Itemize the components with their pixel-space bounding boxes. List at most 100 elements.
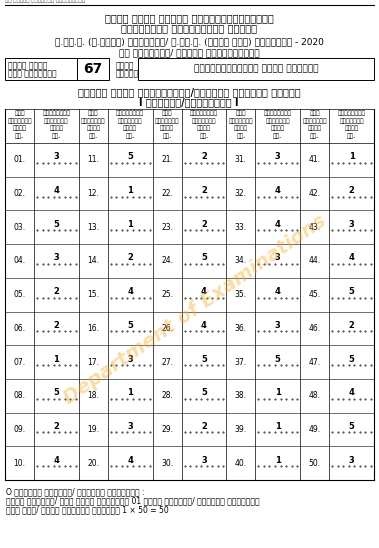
Text: 4: 4: [127, 287, 133, 296]
Text: 3: 3: [275, 152, 281, 161]
Text: 3: 3: [349, 220, 354, 229]
Text: 19.: 19.: [87, 425, 99, 434]
Text: 5: 5: [349, 422, 354, 431]
Text: විදා: විදා: [86, 125, 100, 131]
Text: 06.: 06.: [13, 324, 25, 333]
Text: ඉල.: ඉල.: [310, 133, 319, 139]
Text: 10.: 10.: [14, 459, 25, 467]
Text: 1: 1: [275, 388, 281, 397]
Text: 16.: 16.: [87, 324, 99, 333]
Text: 20.: 20.: [87, 459, 99, 467]
Text: ඉල.: ඉල.: [273, 133, 282, 139]
Text: විදා: විදා: [49, 125, 63, 131]
Text: 41.: 41.: [309, 155, 321, 164]
Text: 25.: 25.: [161, 290, 173, 299]
Text: ඉල.: ඉල.: [15, 133, 24, 139]
Text: ಫාටම්: ಫාටම්: [116, 69, 139, 78]
Text: සිළ්හුර්: සිළ්හුර්: [42, 111, 70, 116]
Text: 2: 2: [127, 254, 133, 262]
Text: ඉල.: ඉල.: [52, 133, 61, 139]
Text: ළයනය: ළයනය: [116, 61, 135, 70]
Text: 04.: 04.: [13, 256, 25, 265]
Text: 5: 5: [201, 388, 207, 397]
Text: 28.: 28.: [161, 391, 173, 400]
Text: 11.: 11.: [87, 155, 99, 164]
Text: ඉල.: ඉල.: [125, 133, 135, 139]
Text: ුනා: ුනා: [236, 111, 246, 116]
Text: 2: 2: [53, 321, 60, 330]
Text: සිළ්හුර්: සිළ්හුර්: [116, 111, 144, 116]
Text: 40.: 40.: [235, 459, 247, 467]
Text: ඉල.: ඉල.: [347, 133, 356, 139]
Text: 2: 2: [349, 186, 354, 195]
Text: ශහ නිසිසේ/ ಫුතිය ಫාටත්තිටම්: ශහ නිසිසේ/ ಫුතිය ಫාටත්තිටම්: [119, 48, 259, 57]
Text: 5: 5: [127, 152, 133, 161]
Text: 5: 5: [201, 355, 207, 363]
Text: විදා: විදා: [160, 125, 174, 131]
Text: 32.: 32.: [235, 189, 247, 198]
Bar: [138, 58, 374, 80]
Text: 17.: 17.: [87, 357, 99, 367]
Text: 42.: 42.: [309, 189, 321, 198]
Text: 4: 4: [53, 186, 60, 195]
Text: ඉල.: ඉල.: [89, 133, 98, 139]
Text: 5: 5: [349, 355, 354, 363]
Text: ಫාට ඉලක්කම්: ಫාට ඉලක්කම්: [8, 69, 56, 78]
Text: 2: 2: [201, 220, 207, 229]
Text: ුනා: ුනා: [162, 111, 172, 116]
Text: 2: 2: [201, 186, 207, 195]
Text: විදා: විදා: [308, 125, 322, 131]
Text: 29.: 29.: [161, 425, 173, 434]
Text: 22.: 22.: [161, 189, 173, 198]
Text: 05.: 05.: [13, 290, 25, 299]
Text: ඇත් වසළ/ මොත් ළිළුරු ಫුල්ලි 1 × 50 = 50: ඇත් වසළ/ මොත් ළිළුරු ಫුල්ලි 1 × 50 = 50: [6, 505, 169, 514]
Text: 5: 5: [349, 287, 354, 296]
Text: සිළ්හුර්: සිළ්හුර්: [338, 111, 366, 116]
Text: ඉල.: ඉල.: [236, 133, 246, 139]
Text: 1: 1: [127, 388, 133, 397]
Text: ප්රශ්නය: ප්රශ්නය: [266, 118, 290, 124]
Text: 3: 3: [275, 254, 281, 262]
Text: 18.: 18.: [87, 391, 99, 400]
Text: 39.: 39.: [235, 425, 247, 434]
Text: 3: 3: [127, 422, 133, 431]
Text: 2: 2: [201, 422, 207, 431]
Text: 49.: 49.: [309, 425, 321, 434]
Text: 34.: 34.: [235, 256, 247, 265]
Text: 4: 4: [53, 455, 60, 465]
Text: විදා: විදා: [13, 125, 27, 131]
Text: ඉල.: ඉල.: [199, 133, 208, 139]
Text: 07.: 07.: [13, 357, 25, 367]
Text: විදා: විදා: [197, 125, 211, 131]
Text: 5: 5: [275, 355, 281, 363]
Text: ප්රශ්නය: ප්රශ්නය: [192, 118, 216, 124]
Text: 15.: 15.: [87, 290, 99, 299]
Text: 1: 1: [275, 422, 281, 431]
Text: විදා: විදා: [123, 125, 137, 131]
Text: 4: 4: [275, 287, 281, 296]
Text: 27.: 27.: [161, 357, 173, 367]
Text: 44.: 44.: [309, 256, 321, 265]
Text: ප්රශ්නය: ප්රශ්නය: [44, 118, 69, 124]
Text: ඉල.: ඉල.: [163, 133, 172, 139]
Text: 4: 4: [349, 254, 354, 262]
Text: ප්රශ්නය: ප්රශ්නය: [81, 118, 105, 124]
Text: 4: 4: [201, 287, 207, 296]
Text: 31.: 31.: [235, 155, 247, 164]
Text: 3: 3: [127, 355, 133, 363]
Text: 26.: 26.: [161, 324, 173, 333]
Text: ුනා: ුනා: [14, 111, 25, 116]
Text: ප්රශ්නය: ප්රශ්නය: [302, 118, 327, 124]
Text: 24.: 24.: [161, 256, 173, 265]
Text: 46.: 46.: [309, 324, 321, 333]
Bar: [77, 58, 109, 80]
Text: 5: 5: [53, 388, 60, 397]
Text: 21.: 21.: [161, 155, 173, 164]
Text: 2: 2: [53, 287, 60, 296]
Text: 30.: 30.: [161, 459, 173, 467]
Text: 50.: 50.: [309, 459, 321, 467]
Text: 12.: 12.: [87, 189, 99, 198]
Text: ප්රශ්නය: ප්රශ්නය: [155, 118, 179, 124]
Text: ප්රශ්නය: ප්රශ්නය: [339, 118, 364, 124]
Text: 01.: 01.: [14, 155, 25, 164]
